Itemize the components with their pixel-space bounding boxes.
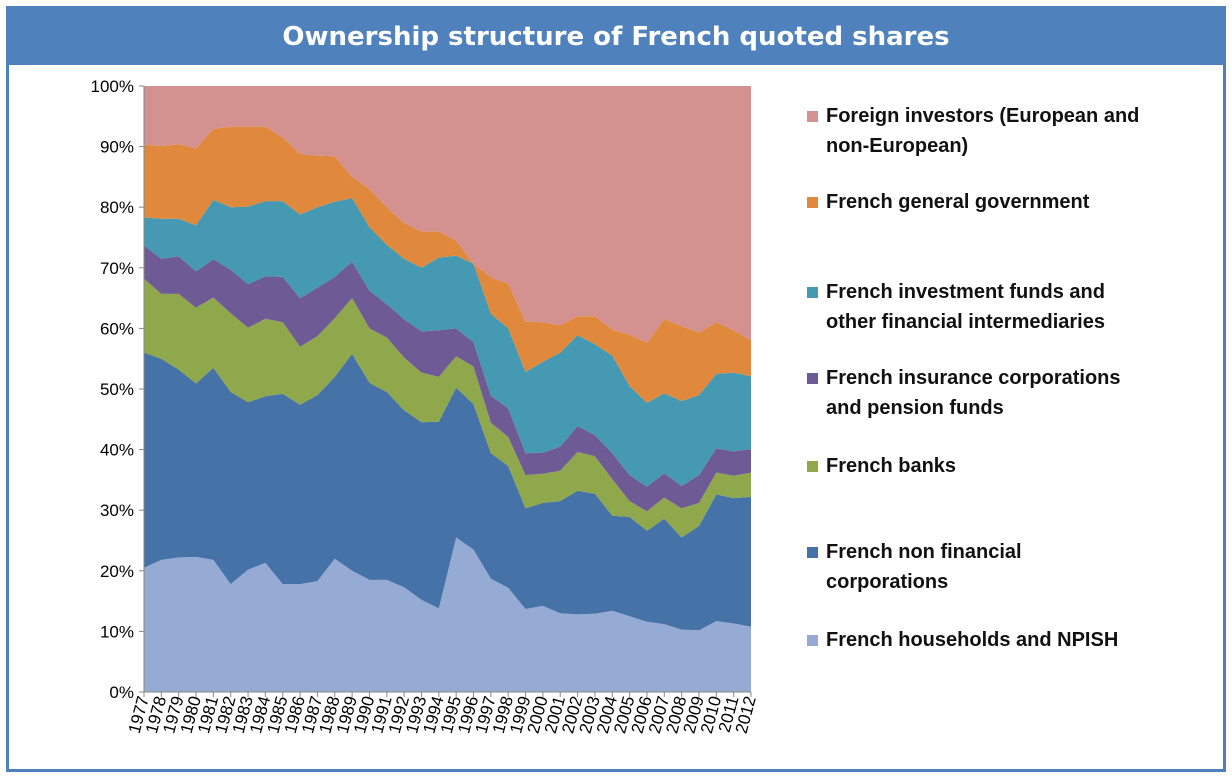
legend-label: Foreign investors (European and <box>826 105 1139 127</box>
y-tick-label: 50% <box>100 380 134 399</box>
area-series-3 <box>144 245 751 512</box>
area-series-0 <box>144 537 751 692</box>
area-series-4 <box>144 198 751 487</box>
legend-label: French households and NPISH <box>826 629 1118 651</box>
legend-label: French general government <box>826 191 1090 213</box>
y-tick-label: 0% <box>109 683 134 702</box>
y-tick-label: 30% <box>100 501 134 520</box>
y-tick-label: 100% <box>91 77 134 96</box>
legend-label: other financial intermediaries <box>826 311 1105 333</box>
legend-label: French insurance corporations <box>826 367 1121 389</box>
legend-label: non-European) <box>826 135 968 157</box>
area-series-2 <box>144 278 751 538</box>
chart-frame: Ownership structure of French quoted sha… <box>6 6 1226 772</box>
chart-title: Ownership structure of French quoted sha… <box>9 9 1223 65</box>
legend-label: corporations <box>826 571 948 593</box>
y-tick-label: 60% <box>100 319 134 338</box>
legend-label: French investment funds and <box>826 281 1105 303</box>
legend-swatch-0 <box>807 635 818 646</box>
legend-swatch-4 <box>807 287 818 298</box>
y-tick-label: 10% <box>100 622 134 641</box>
legend-swatch-5 <box>807 197 818 208</box>
legend-label: French banks <box>826 455 956 477</box>
legend-swatch-2 <box>807 461 818 472</box>
area-series-6 <box>144 86 751 343</box>
legend-swatch-6 <box>807 111 818 122</box>
y-tick-label: 70% <box>100 259 134 278</box>
y-tick-label: 40% <box>100 441 134 460</box>
legend-label: and pension funds <box>826 397 1004 419</box>
y-tick-label: 20% <box>100 562 134 581</box>
legend-label: French non financial <box>826 541 1022 563</box>
y-tick-label: 80% <box>100 198 134 217</box>
legend-swatch-3 <box>807 373 818 384</box>
y-tick-label: 90% <box>100 138 134 157</box>
area-series-1 <box>144 352 751 631</box>
area-series-5 <box>144 126 751 403</box>
legend-swatch-1 <box>807 547 818 558</box>
stacked-area-chart: 0%10%20%30%40%50%60%70%80%90%100%1977197… <box>91 77 1140 736</box>
